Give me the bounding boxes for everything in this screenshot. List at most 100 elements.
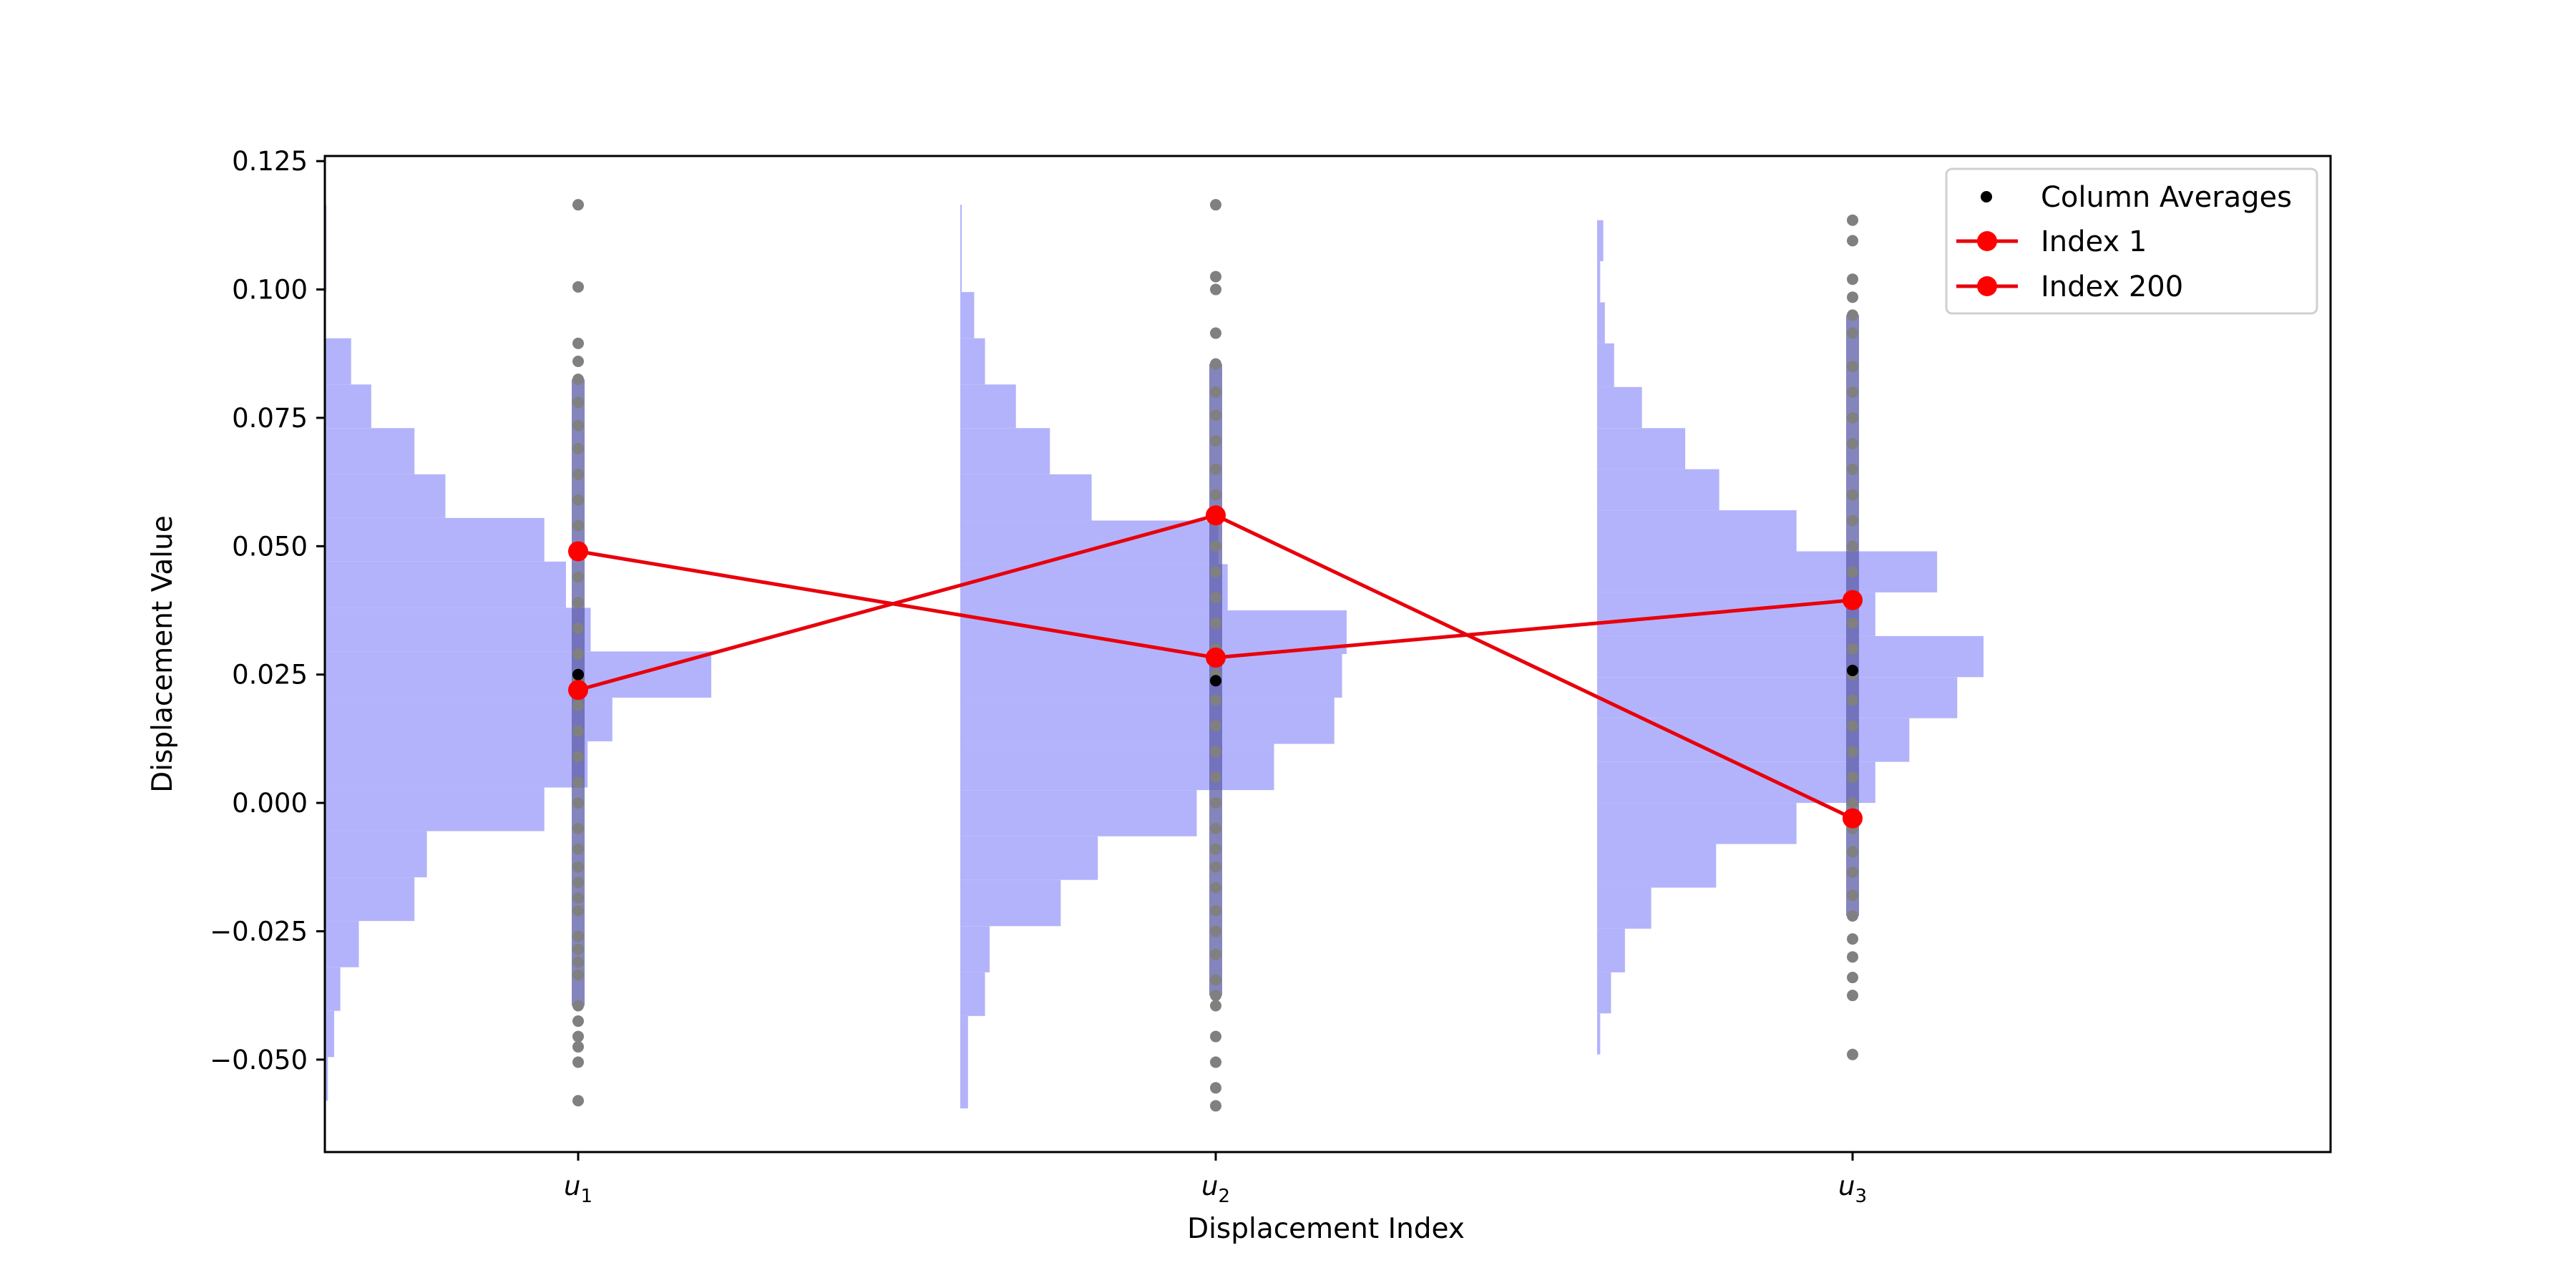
legend: Column Averages Index 1 Index 200: [1945, 167, 2318, 315]
sample-point: [572, 751, 584, 763]
sample-point: [572, 969, 584, 981]
series-marker: [568, 680, 588, 701]
histogram-bar: [325, 741, 588, 788]
histogram-bar: [960, 926, 990, 972]
sample-point: [572, 956, 584, 968]
histogram-bar: [960, 292, 975, 338]
sample-point: [1210, 489, 1221, 501]
column-average-point: [1210, 675, 1221, 687]
sample-point: [572, 374, 584, 386]
sample-point: [572, 725, 584, 737]
sample-point: [1847, 889, 1858, 902]
sample-point: [572, 904, 584, 917]
column-average-point: [1847, 664, 1858, 676]
y-tick-label: 0.075: [232, 403, 308, 434]
sample-point: [1847, 720, 1858, 732]
sample-point: [1847, 361, 1858, 373]
legend-index-1: Index 1: [2041, 225, 2147, 258]
sample-point: [1210, 409, 1221, 421]
column-average-layer: [572, 664, 1858, 687]
sample-point: [1847, 540, 1858, 552]
sample-point: [1847, 411, 1858, 424]
sample-point: [572, 1056, 584, 1068]
y-tick-label: 0.025: [232, 660, 308, 691]
sample-point: [572, 930, 584, 942]
histogram-bar: [1597, 428, 1686, 469]
sample-point: [572, 1000, 584, 1012]
histogram-bar: [325, 921, 359, 967]
histogram-bar: [1597, 887, 1652, 929]
sample-point: [572, 494, 584, 506]
sample-point: [572, 356, 584, 368]
sample-point: [572, 337, 584, 349]
sample-point: [1210, 199, 1221, 211]
sample-point: [572, 776, 584, 789]
sample-point: [1210, 358, 1221, 370]
y-axis: −0.050 −0.025 0.000 0.025 0.050 0.075 0.100 0.1…: [210, 146, 325, 1075]
sample-point: [1210, 925, 1221, 937]
sample-point: [1210, 1030, 1221, 1043]
sample-point: [1210, 386, 1221, 399]
histogram-bar: [325, 384, 371, 429]
sample-point: [1847, 514, 1858, 527]
histogram-bar: [325, 651, 711, 698]
y-axis-label: Displacement Value: [147, 515, 179, 793]
sample-point: [572, 419, 584, 431]
sample-point: [1847, 617, 1858, 629]
histogram-bar: [1597, 928, 1625, 972]
histogram-bar: [960, 205, 962, 293]
sample-point: [572, 797, 584, 809]
y-tick-label: 0.125: [232, 146, 308, 177]
sample-point: [1210, 270, 1221, 283]
sample-point: [572, 396, 584, 409]
sample-point: [1847, 489, 1858, 501]
series-marker: [568, 541, 588, 562]
histogram-bar: [325, 967, 341, 1011]
x-tick-label: u1: [564, 1171, 592, 1207]
sample-point: [1210, 283, 1221, 296]
sample-point: [1210, 861, 1221, 873]
sample-point: [1210, 540, 1221, 552]
sample-point: [572, 519, 584, 532]
sample-point: [1847, 386, 1858, 399]
histogram-bar: [960, 564, 1228, 611]
legend-column-averages: Column Averages: [2041, 181, 2292, 214]
histogram-bar: [1597, 844, 1717, 888]
sample-point: [1210, 327, 1221, 339]
sample-point: [572, 699, 584, 711]
sample-point: [1210, 1000, 1221, 1012]
histogram-bar: [325, 831, 427, 878]
sample-point: [1847, 273, 1858, 286]
histogram-bar: [960, 384, 1016, 429]
histogram-layer: [325, 205, 1984, 1109]
histogram-bar: [325, 517, 545, 562]
legend-marker: [1981, 191, 1992, 203]
sample-point: [1847, 566, 1858, 578]
sample-point: [1210, 904, 1221, 917]
sample-point: [572, 1015, 584, 1028]
sample-point: [1847, 846, 1858, 858]
histogram-bar: [960, 1015, 968, 1109]
sample-point: [1210, 463, 1221, 475]
histogram-bar: [1597, 803, 1797, 844]
histogram-bar: [1597, 1013, 1601, 1055]
sample-point: [1847, 771, 1858, 784]
histogram-bar: [325, 697, 613, 741]
sample-point: [572, 468, 584, 480]
sample-point: [1847, 214, 1858, 226]
histogram-bar: [960, 697, 1335, 744]
histogram-bar: [325, 338, 351, 385]
series-marker: [1206, 648, 1226, 668]
sample-point: [1847, 990, 1858, 1002]
y-tick-label: 0.100: [232, 275, 308, 306]
sample-point: [1847, 972, 1858, 984]
samples-u1: [572, 199, 584, 1107]
sample-point: [572, 571, 584, 583]
sample-point: [572, 648, 584, 660]
sample-point: [1210, 948, 1221, 960]
sample-point: [1847, 951, 1858, 963]
y-tick-label: −0.025: [210, 916, 308, 947]
y-tick-label: 0.050: [232, 531, 308, 562]
sample-point: [1847, 309, 1858, 321]
sample-point: [572, 861, 584, 873]
